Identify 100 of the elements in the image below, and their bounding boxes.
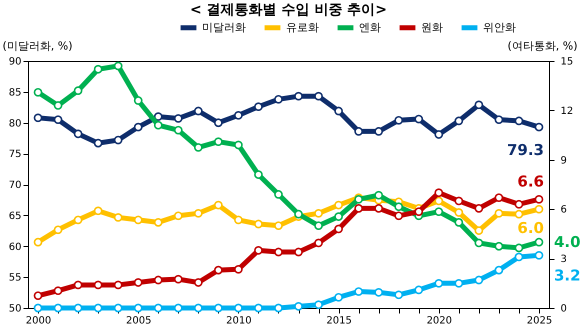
point xyxy=(334,224,343,234)
point xyxy=(234,140,243,150)
point xyxy=(334,212,343,221)
y-tick-label: 75 xyxy=(8,149,22,160)
point xyxy=(194,106,203,116)
point xyxy=(114,280,123,290)
data-label: 3.2 xyxy=(554,266,580,284)
point xyxy=(514,244,524,252)
legend-label: 미달러화 xyxy=(202,20,246,34)
point xyxy=(494,193,504,202)
point xyxy=(474,100,484,110)
point xyxy=(394,211,404,220)
point xyxy=(54,225,62,234)
point xyxy=(54,286,62,296)
x-tick-label: 2025 xyxy=(526,316,552,326)
y2-tick-label: 3 xyxy=(560,254,567,266)
point xyxy=(434,188,444,198)
point xyxy=(54,101,62,110)
y2-tick-label: 15 xyxy=(560,56,574,68)
point xyxy=(94,64,102,74)
point xyxy=(314,221,323,230)
point xyxy=(174,211,183,220)
y-tick-label: 85 xyxy=(8,87,22,98)
point xyxy=(94,304,102,312)
point xyxy=(114,136,123,144)
point xyxy=(494,242,504,251)
point xyxy=(374,127,384,136)
x-tick-label: 2020 xyxy=(426,316,452,326)
point xyxy=(514,210,524,218)
point xyxy=(394,202,404,212)
point xyxy=(474,226,484,235)
point xyxy=(94,206,102,216)
x-tick-label: 2010 xyxy=(226,316,252,326)
point xyxy=(414,286,424,294)
point xyxy=(314,238,323,248)
point xyxy=(334,200,343,210)
point xyxy=(134,96,143,105)
point xyxy=(294,248,303,256)
y-tick-label: 90 xyxy=(8,56,22,68)
point xyxy=(454,278,464,288)
point xyxy=(74,280,82,290)
point xyxy=(354,287,363,296)
y-tick-label: 50 xyxy=(8,304,22,314)
point xyxy=(454,218,464,227)
point xyxy=(534,250,544,260)
point xyxy=(154,276,163,284)
point xyxy=(174,274,183,284)
point xyxy=(254,246,263,255)
data-label: 79.3 xyxy=(506,141,544,160)
y2-tick-label: 12 xyxy=(560,106,574,117)
point xyxy=(214,200,223,210)
point xyxy=(194,278,203,287)
data-label: 6.6 xyxy=(517,172,544,190)
point xyxy=(254,102,263,112)
legend-label: 위안화 xyxy=(483,20,516,34)
point xyxy=(314,208,323,218)
x-tick-label: 2005 xyxy=(126,316,152,326)
legend-label: 엔화 xyxy=(359,20,381,34)
point xyxy=(534,122,544,132)
point xyxy=(34,238,42,246)
point xyxy=(514,200,524,209)
point xyxy=(314,92,323,101)
point xyxy=(434,207,444,216)
point xyxy=(534,194,544,204)
point xyxy=(74,86,82,95)
x-tick-label: 2000 xyxy=(26,316,52,326)
point xyxy=(274,221,283,230)
point xyxy=(74,304,82,312)
point xyxy=(414,114,424,124)
point xyxy=(234,111,243,120)
y-tick-label: 60 xyxy=(8,242,22,253)
point xyxy=(514,252,524,262)
point xyxy=(474,276,484,284)
legend-label: 원화 xyxy=(421,20,443,34)
y-tick-label: 65 xyxy=(8,210,22,222)
point xyxy=(174,126,183,134)
point xyxy=(74,130,82,138)
y-tick-label: 80 xyxy=(8,118,22,130)
point xyxy=(374,190,384,200)
point xyxy=(154,218,163,227)
point xyxy=(294,302,303,311)
point xyxy=(534,238,544,246)
point xyxy=(194,143,203,152)
point xyxy=(374,204,384,213)
point xyxy=(274,304,283,312)
point xyxy=(454,196,464,206)
point xyxy=(34,88,42,97)
point xyxy=(314,300,323,310)
point xyxy=(234,304,243,312)
point xyxy=(274,190,283,199)
point xyxy=(354,127,363,136)
point xyxy=(114,213,123,222)
point xyxy=(194,304,203,312)
point xyxy=(114,304,123,312)
point xyxy=(54,304,62,312)
y-tick-label: 70 xyxy=(8,180,22,191)
point xyxy=(434,130,444,139)
point xyxy=(494,115,504,124)
data-label: 6.0 xyxy=(517,219,544,238)
point xyxy=(154,304,163,312)
